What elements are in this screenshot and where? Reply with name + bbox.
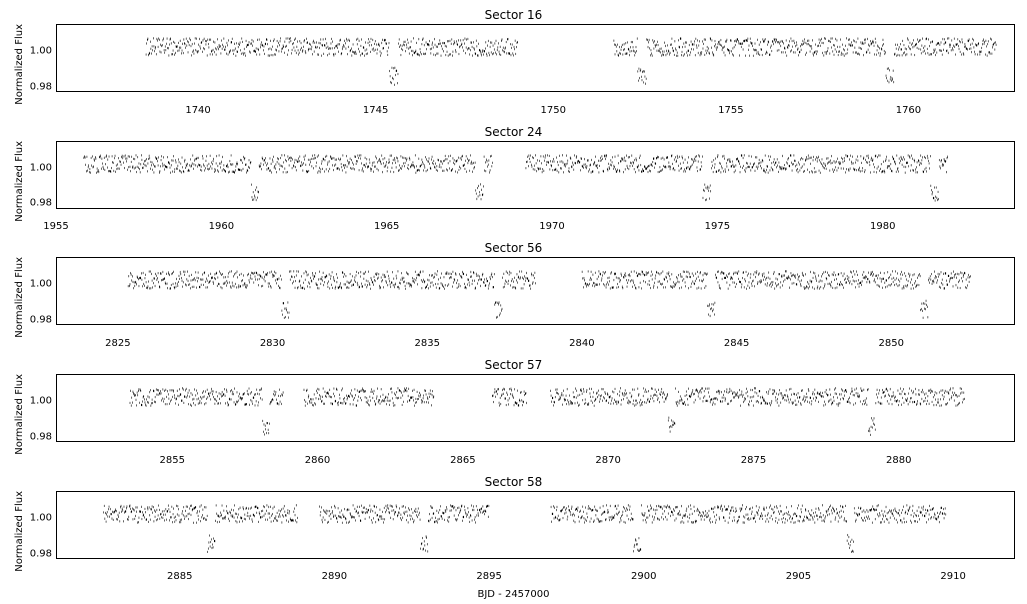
x-tick-row: 2855 2860 2865 2870 2875 2880 — [56, 455, 1015, 469]
x-tick-label: 2855 — [160, 455, 185, 466]
light-curve-svg — [57, 25, 1014, 91]
x-tick-label: 1980 — [870, 221, 895, 232]
y-tick-label: 0.98 — [30, 431, 52, 442]
x-tick-label: 1970 — [539, 221, 564, 232]
x-tick-row: 1740 1745 1750 1755 1760 — [56, 105, 1015, 119]
x-tick-label: 2830 — [260, 338, 285, 349]
panel-title: Sector 58 — [12, 475, 1015, 489]
plot-frame — [56, 141, 1015, 209]
plot-frame — [56, 491, 1015, 559]
x-tick-label: 1975 — [705, 221, 730, 232]
y-tick-label: 0.98 — [30, 198, 52, 209]
y-tick-label: 1.00 — [30, 395, 52, 406]
plot-frame — [56, 24, 1015, 92]
plot-frame — [56, 374, 1015, 442]
x-tick-label: 1955 — [43, 221, 68, 232]
x-tick-label: 2890 — [322, 571, 347, 582]
x-tick-row: 195519601965197019751980 — [56, 221, 1015, 235]
x-tick-label: 2865 — [450, 455, 475, 466]
x-tick-label: 2835 — [414, 338, 439, 349]
x-axis-label: BJD - 2457000 — [12, 589, 1015, 600]
panel-title: Sector 24 — [12, 125, 1015, 139]
x-tick-label: 1740 — [185, 105, 210, 116]
y-tick-label: 1.00 — [30, 162, 52, 173]
panel-0: Sector 16 Normalized Flux 1.00 0.98 1740 1745… — [12, 8, 1015, 119]
y-tick-label: 0.98 — [30, 548, 52, 559]
panel-title: Sector 16 — [12, 8, 1015, 22]
x-tick-label: 1960 — [209, 221, 234, 232]
y-tick-label: 1.00 — [30, 45, 52, 56]
x-tick-label: 2900 — [631, 571, 656, 582]
x-tick-label: 1965 — [374, 221, 399, 232]
y-tick-column: 1.00 0.98 — [26, 24, 56, 105]
x-tick-label: 2870 — [595, 455, 620, 466]
x-tick-label: 2895 — [476, 571, 501, 582]
panel-2: Sector 56 Normalized Flux 1.00 0.98 2825 2830… — [12, 241, 1015, 352]
panel-title: Sector 57 — [12, 358, 1015, 372]
y-axis-label: Normalized Flux — [12, 257, 26, 338]
x-tick-label: 2875 — [741, 455, 766, 466]
x-tick-label: 2825 — [105, 338, 130, 349]
y-tick-label: 0.98 — [30, 315, 52, 326]
x-tick-row: 2885 2890 2895 2900 2905 2910 — [56, 571, 1015, 585]
panel-1: Sector 24 Normalized Flux 1.00 0.98 1955 1960… — [12, 125, 1015, 236]
x-tick-label: 2850 — [879, 338, 904, 349]
x-tick-label: 1755 — [718, 105, 743, 116]
x-tick-row: 2825 2830 2835 2840 2845 2850 — [56, 338, 1015, 352]
x-tick-label: 2860 — [305, 455, 330, 466]
x-tick-label: 2840 — [569, 338, 594, 349]
y-tick-label: 0.98 — [30, 81, 52, 92]
y-tick-label: 1.00 — [30, 512, 52, 523]
panel-3: Sector 57 Normalized Flux 1.00 0.98 2855 2860… — [12, 358, 1015, 469]
y-tick-column: 1.00 0.98 — [26, 491, 56, 572]
x-tick-label: 2880 — [886, 455, 911, 466]
x-tick-label: 1760 — [896, 105, 921, 116]
y-axis-label: Normalized Flux — [12, 24, 26, 105]
panel-4: Sector 58 Normalized Flux 1.00 0.98 2885 2890… — [12, 475, 1015, 586]
x-tick-label: 1750 — [541, 105, 566, 116]
x-tick-label: 2845 — [724, 338, 749, 349]
x-tick-label: 2905 — [786, 571, 811, 582]
light-curve-svg — [57, 492, 1014, 558]
y-axis-label: Normalized Flux — [12, 141, 26, 222]
light-curve-svg — [57, 142, 1014, 208]
light-curve-svg — [57, 258, 1014, 324]
x-tick-label: 2885 — [167, 571, 192, 582]
y-tick-label: 1.00 — [30, 279, 52, 290]
y-axis-label: Normalized Flux — [12, 491, 26, 572]
x-tick-label: 1745 — [363, 105, 388, 116]
plot-frame — [56, 257, 1015, 325]
panel-title: Sector 56 — [12, 241, 1015, 255]
y-tick-column: 1.00 0.98 — [26, 257, 56, 338]
light-curve-svg — [57, 375, 1014, 441]
light-curve-figure: Sector 16 Normalized Flux 1.00 0.98 1740 1745… — [12, 8, 1015, 600]
x-tick-label: 2910 — [940, 571, 965, 582]
y-axis-label: Normalized Flux — [12, 374, 26, 455]
y-tick-column: 1.00 0.98 — [26, 141, 56, 222]
y-tick-column: 1.00 0.98 — [26, 374, 56, 455]
